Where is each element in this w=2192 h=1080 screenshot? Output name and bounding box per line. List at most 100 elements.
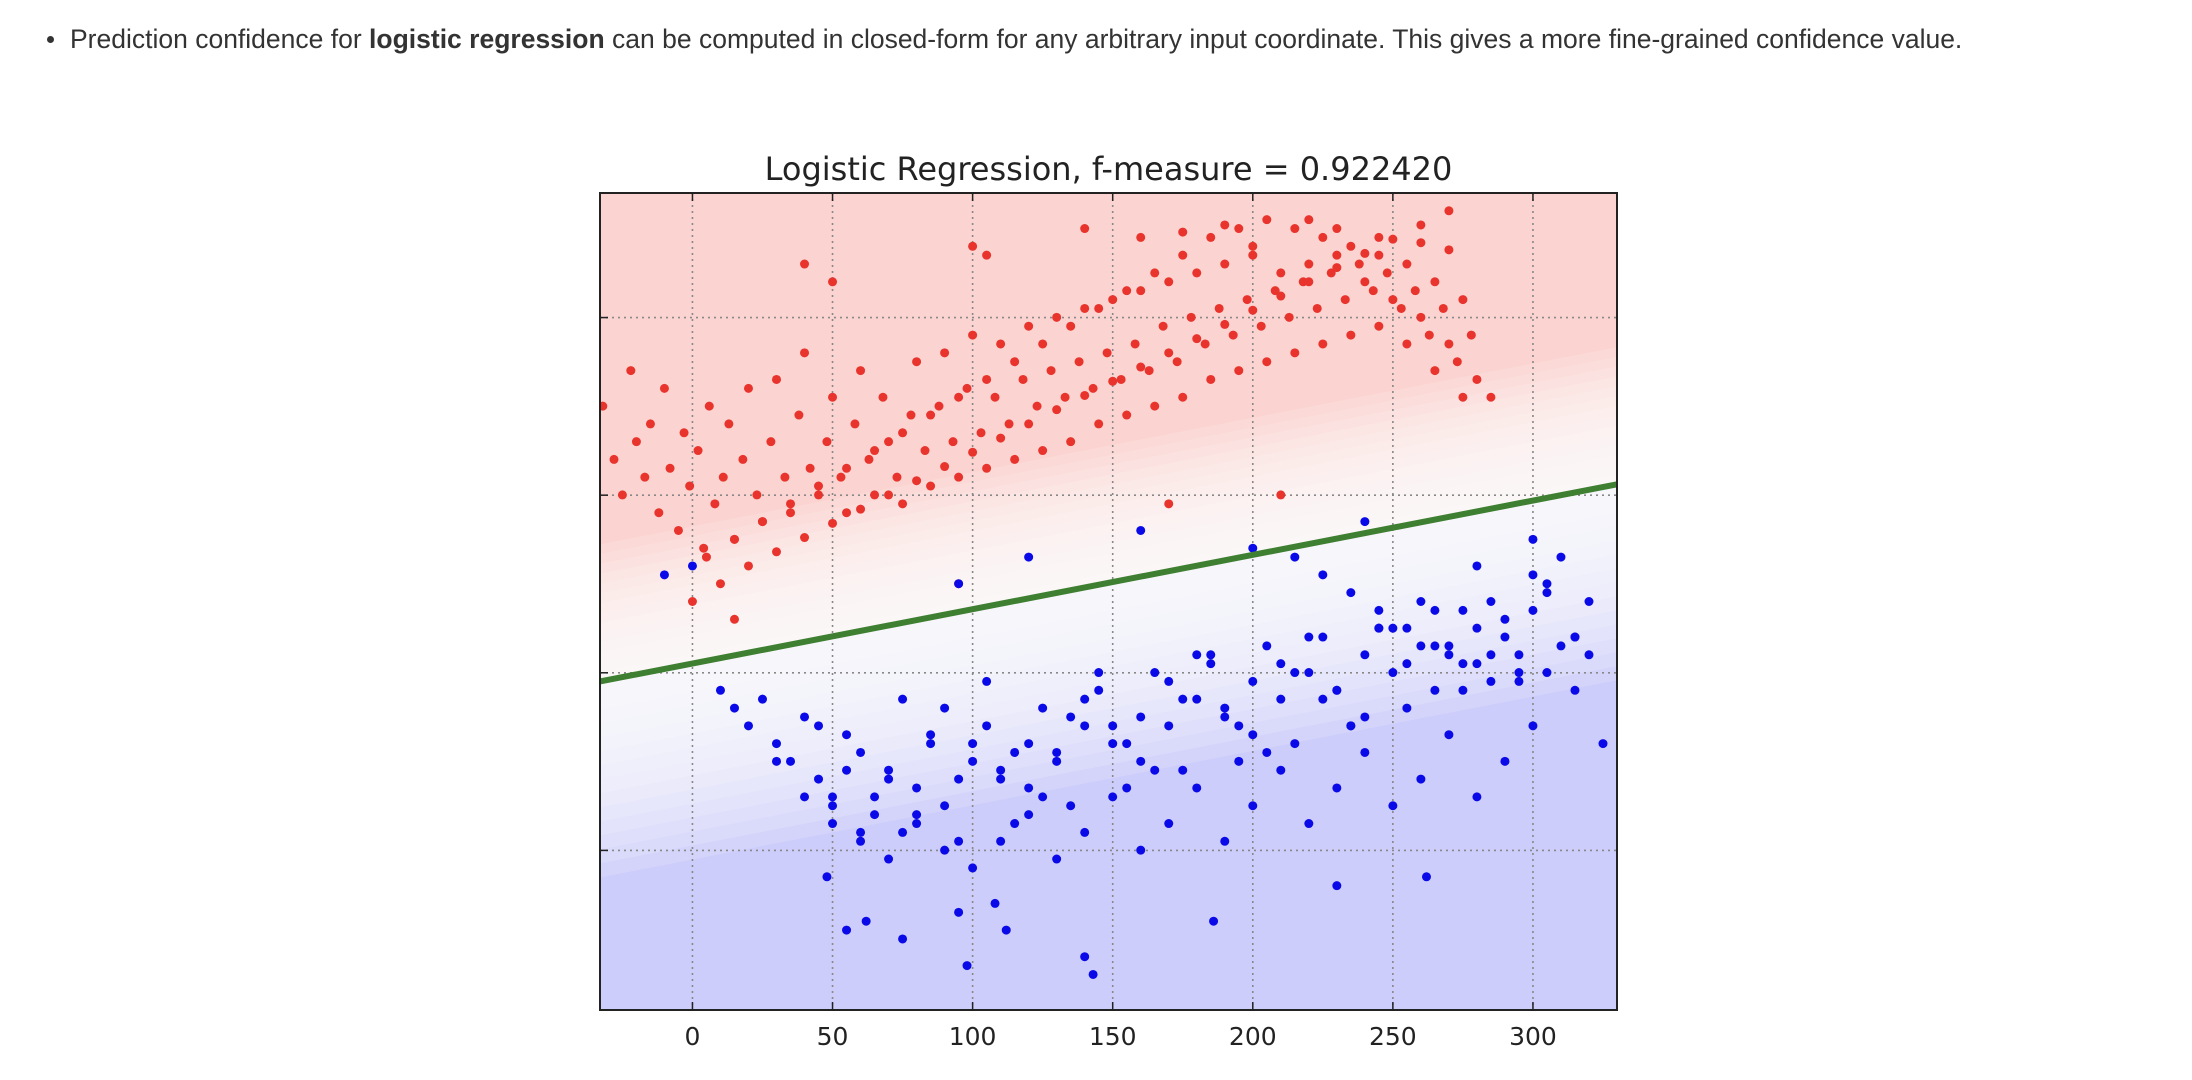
point-blue <box>1192 694 1202 704</box>
point-blue <box>1388 668 1398 678</box>
plot-area: 0 50 100 150 200 250 300 <box>599 192 1618 1051</box>
point-blue <box>1514 650 1524 660</box>
point-blue <box>940 801 950 811</box>
point-red <box>757 517 767 527</box>
point-blue <box>1514 668 1524 678</box>
point-blue <box>954 907 964 917</box>
boundary-blend-band <box>600 425 1617 766</box>
point-blue <box>1430 605 1440 615</box>
point-red <box>1066 437 1076 447</box>
point-red <box>805 463 815 473</box>
point-blue <box>1290 668 1300 678</box>
point-blue <box>1472 659 1482 669</box>
blue-region <box>600 484 1617 1010</box>
point-blue <box>856 747 866 757</box>
point-blue <box>1024 783 1034 793</box>
point-blue <box>1136 712 1146 722</box>
point-red <box>1332 250 1342 260</box>
point-red <box>1444 339 1454 349</box>
point-blue <box>1001 925 1011 935</box>
point-red <box>1116 374 1126 384</box>
point-red <box>743 383 753 393</box>
point-blue <box>1276 694 1286 704</box>
point-red <box>1010 357 1020 367</box>
point-blue <box>1290 739 1300 749</box>
point-red <box>856 366 866 376</box>
point-blue <box>1010 819 1020 829</box>
point-blue <box>1206 659 1216 669</box>
point-red <box>1130 339 1140 349</box>
point-red <box>968 241 978 251</box>
point-blue <box>1248 730 1258 740</box>
point-blue <box>1444 730 1454 740</box>
point-blue <box>1360 650 1370 660</box>
point-red <box>1214 303 1224 313</box>
point-blue <box>715 685 725 695</box>
point-blue <box>1038 792 1048 802</box>
point-red <box>1248 241 1258 251</box>
point-red <box>1052 312 1062 322</box>
point-red <box>1466 330 1476 340</box>
point-red <box>715 579 725 589</box>
point-red <box>1318 339 1328 349</box>
boundary-blend-band <box>600 415 1617 780</box>
point-red <box>912 357 922 367</box>
point-red <box>1234 224 1244 234</box>
point-blue <box>1052 854 1062 864</box>
point-blue <box>1318 570 1328 580</box>
point-red <box>828 392 838 402</box>
point-red <box>982 463 992 473</box>
point-red <box>1192 268 1202 278</box>
point-red <box>1318 232 1328 242</box>
point-red <box>1312 303 1322 313</box>
boundary-blend-band <box>600 405 1617 794</box>
point-blue <box>1304 632 1314 642</box>
point-blue <box>1318 694 1328 704</box>
point-red <box>954 392 964 402</box>
point-red <box>640 472 650 482</box>
point-red <box>1088 383 1098 393</box>
point-blue <box>1136 756 1146 766</box>
point-red <box>1346 241 1356 251</box>
point-blue <box>1052 747 1062 757</box>
point-blue <box>1388 623 1398 633</box>
point-red <box>1332 224 1342 234</box>
point-blue <box>1472 561 1482 571</box>
point-red <box>1122 410 1132 420</box>
point-red <box>842 463 852 473</box>
point-red <box>1284 312 1294 322</box>
point-red <box>892 472 902 482</box>
scatter-points <box>600 206 1608 979</box>
point-blue <box>1052 756 1062 766</box>
point-red <box>1094 419 1104 429</box>
point-red <box>870 490 880 500</box>
point-red <box>1178 250 1188 260</box>
point-red <box>1332 263 1342 273</box>
point-red <box>1276 490 1286 500</box>
point-red <box>1164 499 1174 509</box>
point-blue <box>1024 552 1034 562</box>
point-blue <box>1209 916 1219 926</box>
point-blue <box>912 810 922 820</box>
point-blue <box>1318 632 1328 642</box>
point-red <box>1220 220 1230 230</box>
point-red <box>1234 366 1244 376</box>
point-red <box>1346 330 1356 340</box>
bullet-dot-icon <box>47 36 54 43</box>
point-blue <box>1346 588 1356 598</box>
point-blue <box>1346 721 1356 731</box>
point-red <box>1052 405 1062 415</box>
point-blue <box>1276 765 1286 775</box>
point-red <box>1122 286 1132 296</box>
point-red <box>673 525 683 535</box>
point-blue <box>1528 605 1538 615</box>
point-red <box>600 401 608 411</box>
point-red <box>864 454 874 464</box>
boundary-blend-band <box>600 376 1617 836</box>
boundary-blend-band <box>600 396 1617 808</box>
point-red <box>906 410 916 420</box>
point-blue <box>1416 774 1426 784</box>
point-blue <box>1486 650 1496 660</box>
point-red <box>1262 215 1272 225</box>
point-blue <box>1220 703 1230 713</box>
